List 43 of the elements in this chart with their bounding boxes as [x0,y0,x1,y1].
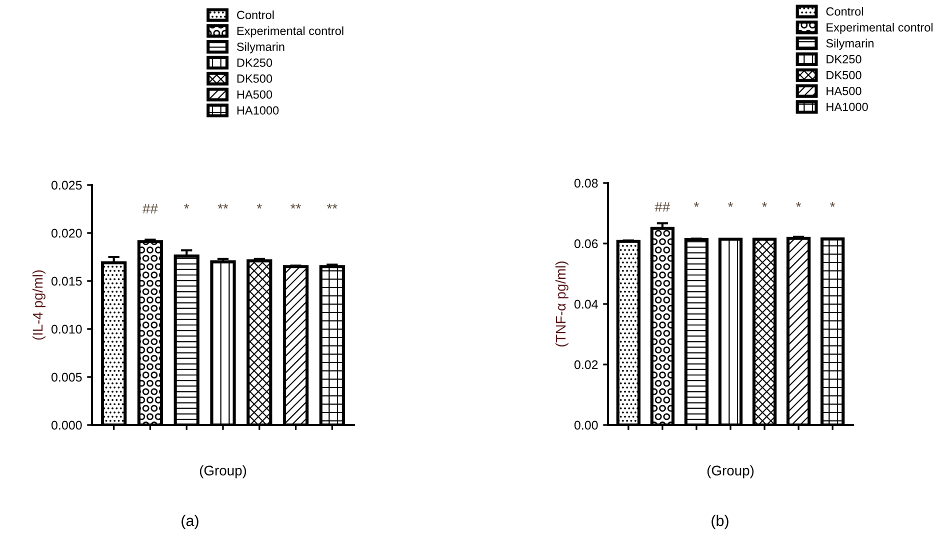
legend-label: DK500 [237,74,272,83]
annotation: * [762,202,768,207]
text: (a) [182,514,198,530]
annotation: * [830,202,836,207]
legend-label: Silymarin [236,42,284,54]
y-axis-title: (IL-4 pg/ml) [32,270,46,340]
annotation: ** [326,204,338,209]
legend-label: Control [826,6,863,16]
y-tick-label: 0.010 [51,324,82,334]
y-axis-title: (TNF-α pg/ml) [555,261,568,346]
legend-label: Experimental control [237,26,344,38]
y-tick-label: 0.000 [51,420,82,430]
y-tick-label: 0.020 [51,228,82,238]
legend-label: DK250 [826,55,862,64]
legend-label: DK250 [237,58,272,67]
legend-label: HA500 [237,90,272,99]
legend-label: Control [237,10,274,20]
y-tick-label: 0.04 [574,300,598,309]
y-tick-label: 0.025 [51,180,82,190]
annotation: * [256,204,262,209]
legend-label: DK500 [826,70,862,80]
x-axis-title: (Group) [707,465,754,478]
annotation: ## [142,204,158,214]
text: (b) [712,514,728,530]
y-tick-label: 0.015 [51,276,82,286]
annotation: * [728,202,733,207]
annotation: * [694,202,699,207]
legend-label: HA500 [826,86,862,96]
x-axis-title: (Group) [200,465,246,478]
annotation: ** [290,204,301,209]
annotation: * [796,202,802,207]
y-tick-label: 0.08 [574,178,598,188]
legend-label: Experimental control [826,22,933,34]
y-tick-label: 0.06 [574,239,598,248]
y-tick-label: 0.005 [51,372,82,382]
annotation: ** [218,204,228,209]
annotation: * [184,204,190,209]
y-tick-label: 0.00 [574,420,598,430]
legend-label: HA1000 [826,102,868,112]
y-tick-label: 0.02 [574,360,598,370]
legend-label: HA1000 [237,106,279,115]
legend-label: Silymarin [826,38,874,50]
annotation: ## [654,202,670,212]
